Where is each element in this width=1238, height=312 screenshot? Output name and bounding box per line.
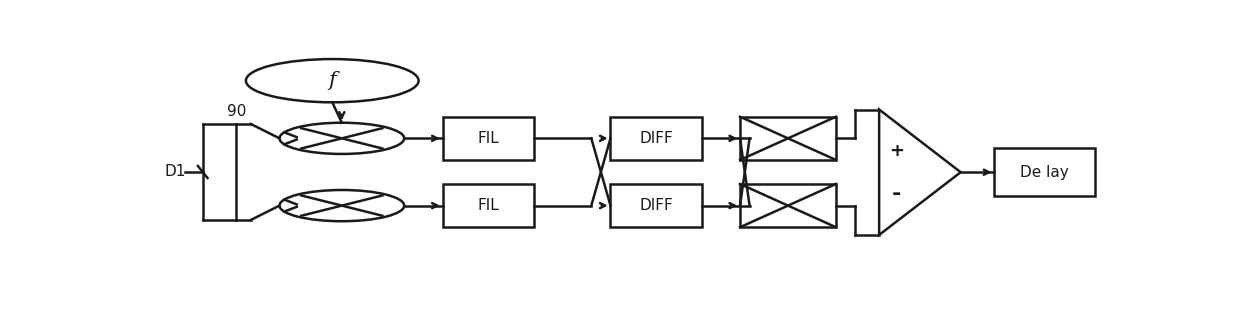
Text: FIL: FIL <box>478 198 499 213</box>
Bar <box>443 184 534 227</box>
Bar <box>740 184 836 227</box>
Text: 90: 90 <box>227 105 246 119</box>
Text: De lay: De lay <box>1020 165 1070 180</box>
Text: FIL: FIL <box>478 131 499 146</box>
Text: D1: D1 <box>165 164 186 179</box>
Bar <box>610 184 702 227</box>
Bar <box>443 117 534 160</box>
Bar <box>740 117 836 160</box>
Text: DIFF: DIFF <box>639 131 673 146</box>
Text: -: - <box>891 184 901 204</box>
Text: DIFF: DIFF <box>639 198 673 213</box>
Text: +: + <box>889 142 904 160</box>
Bar <box>994 148 1096 197</box>
Bar <box>610 117 702 160</box>
Text: f: f <box>328 71 337 90</box>
